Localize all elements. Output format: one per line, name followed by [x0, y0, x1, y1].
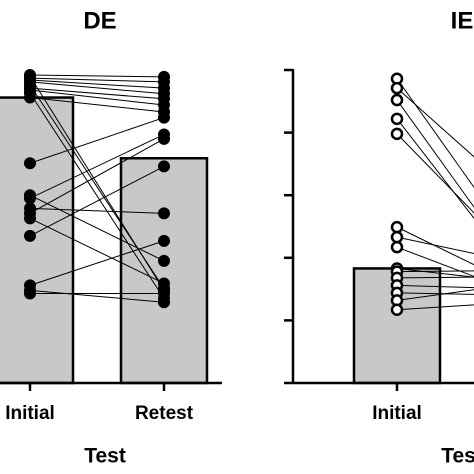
x-tick-label: Initial — [372, 403, 422, 424]
pair-line — [29, 92, 165, 299]
x-tick-label: Initial — [5, 403, 55, 424]
subject-point — [390, 127, 404, 141]
subject-point — [158, 207, 170, 220]
pair-line — [396, 226, 474, 266]
pair-line — [29, 87, 165, 100]
subject-point — [158, 132, 170, 145]
pair-line — [396, 133, 474, 214]
pair-line — [396, 87, 474, 158]
pair-line — [29, 81, 165, 95]
x-axis-label: Test — [441, 445, 474, 468]
subject-point — [158, 111, 170, 124]
pair-line — [29, 165, 165, 237]
pair-line — [396, 276, 474, 279]
pair-line — [29, 74, 165, 78]
pair-line — [396, 292, 474, 295]
pair-line — [396, 270, 474, 273]
subject-point — [158, 287, 170, 300]
pair-line — [29, 217, 165, 284]
subject-point — [24, 212, 36, 225]
subject-point — [390, 303, 404, 317]
bar — [0, 96, 75, 385]
pair-line — [29, 289, 165, 303]
pair-line — [29, 207, 165, 214]
subject-point — [158, 277, 170, 290]
pair-line — [396, 304, 474, 311]
pair-line — [396, 236, 474, 254]
subject-point — [24, 287, 36, 300]
subject-point — [390, 230, 404, 244]
subject-point — [24, 192, 36, 205]
pair-line — [29, 97, 165, 113]
pair-line — [29, 194, 165, 262]
subject-point — [390, 93, 404, 107]
pair-line — [396, 99, 474, 208]
subject-point — [24, 229, 36, 242]
x-axis-label: Test — [84, 445, 126, 468]
pair-line — [29, 240, 165, 286]
subject-point — [158, 254, 170, 267]
subject-point — [390, 81, 404, 95]
pair-line — [396, 78, 474, 189]
pair-line — [29, 77, 165, 83]
pair-line — [29, 89, 165, 106]
subject-point — [390, 112, 404, 126]
panel-title: IE — [451, 7, 474, 34]
pair-line — [29, 117, 165, 164]
pair-line — [396, 118, 474, 220]
subject-point — [158, 160, 170, 173]
x-tick-label: Retest — [135, 403, 194, 424]
bar — [119, 157, 209, 385]
subject-point — [390, 220, 404, 234]
pair-line — [29, 79, 165, 89]
panel-title: DE — [83, 7, 116, 34]
pair-line — [29, 84, 165, 289]
subject-point — [390, 240, 404, 254]
pair-line — [396, 267, 474, 278]
subject-point — [24, 91, 36, 104]
subject-point — [24, 157, 36, 170]
pair-line — [29, 134, 165, 199]
pair-line — [396, 284, 474, 289]
subject-point — [158, 234, 170, 247]
pair-line — [396, 289, 474, 301]
pair-line — [29, 138, 165, 214]
